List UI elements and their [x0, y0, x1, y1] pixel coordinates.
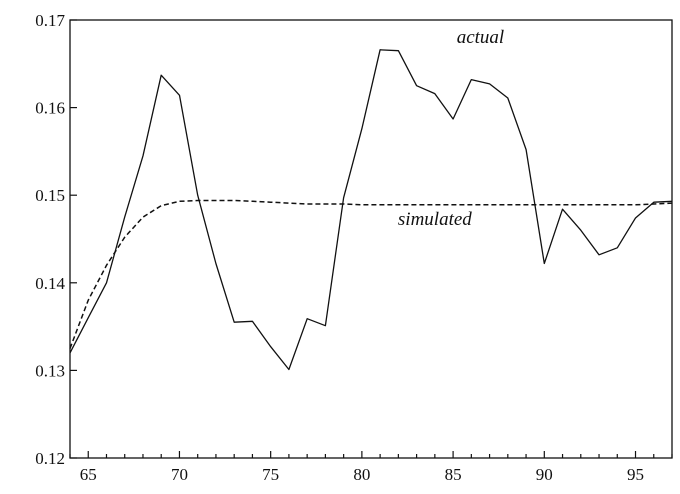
y-tick-label: 0.14	[35, 274, 65, 293]
x-axis: 65 70 75 80 85 90 95	[69, 451, 673, 484]
series-actual-line	[69, 49, 673, 371]
x-tick-label: 95	[627, 465, 644, 484]
x-tick-label: 70	[171, 465, 188, 484]
series-simulated-line	[69, 199, 673, 349]
y-tick-label: 0.17	[35, 11, 65, 30]
plot-frame	[69, 19, 673, 459]
annotation-simulated: simulated	[398, 209, 472, 230]
x-tick-label: 65	[80, 465, 97, 484]
annotation-actual: actual	[457, 27, 505, 48]
y-tick-label: 0.15	[35, 186, 65, 205]
x-tick-label: 80	[353, 465, 370, 484]
y-axis: 0.12 0.13 0.14 0.15 0.16 0.17	[35, 11, 77, 468]
y-tick-label: 0.12	[35, 449, 65, 468]
x-tick-label: 85	[445, 465, 462, 484]
y-tick-label: 0.16	[35, 99, 65, 118]
y-tick-label: 0.13	[35, 361, 65, 380]
x-tick-label: 75	[262, 465, 279, 484]
series-layer	[69, 49, 673, 371]
x-tick-label: 90	[536, 465, 553, 484]
